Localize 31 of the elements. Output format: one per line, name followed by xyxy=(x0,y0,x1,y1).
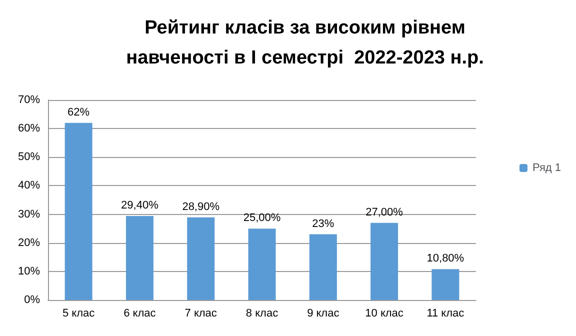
y-tick-label: 0% xyxy=(24,294,40,306)
bar xyxy=(309,234,337,300)
bar xyxy=(248,228,276,300)
y-tick-label: 70% xyxy=(18,94,40,106)
y-tick-label: 30% xyxy=(18,208,40,220)
data-label: 25,00% xyxy=(243,212,281,224)
data-label: 28,90% xyxy=(182,200,220,213)
y-tick-label: 50% xyxy=(18,151,40,164)
data-label: 27,00% xyxy=(366,206,404,218)
y-tick-label: 60% xyxy=(18,122,40,135)
x-tick-label: 8 клас xyxy=(246,308,279,320)
y-tick-label: 10% xyxy=(18,265,40,278)
x-tick-label: 7 клас xyxy=(184,308,218,320)
data-label: 10,80% xyxy=(426,252,464,265)
bar xyxy=(64,122,92,300)
bar xyxy=(432,269,460,300)
x-tick-label: 10 клас xyxy=(365,308,404,320)
x-tick-label: 11 клас xyxy=(426,308,465,320)
data-label: 29,40% xyxy=(121,200,159,212)
bar xyxy=(370,222,398,300)
legend-label: Ряд 1 xyxy=(532,162,562,174)
chart-title: Рейтинг класів за високим рівнем навченості в І семестрі 2022-2023 н.р. xyxy=(126,18,484,68)
bar xyxy=(126,216,154,300)
x-tick-label: 6 клас xyxy=(124,308,156,320)
y-tick-label: 40% xyxy=(18,180,40,192)
y-tick-label: 20% xyxy=(18,236,40,249)
data-label: 62% xyxy=(68,106,90,118)
x-tick-label: 9 клас xyxy=(307,308,340,320)
x-tick-label: 5 клас xyxy=(62,308,96,320)
data-label: 23% xyxy=(312,218,334,230)
bar xyxy=(187,217,215,300)
